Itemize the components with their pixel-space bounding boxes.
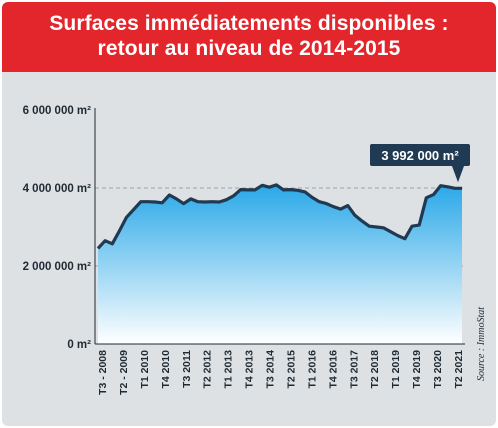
callout-label: 3 992 000 m²	[381, 148, 459, 163]
chart-header: Surfaces immédiatements disponibles : re…	[2, 2, 496, 72]
y-tick-label: 0 m²	[67, 339, 91, 351]
y-tick-label: 6 000 000 m²	[23, 105, 92, 117]
x-tick-label: T3 - 2008	[97, 350, 109, 395]
x-tick-label: T4 2019	[411, 350, 423, 389]
axes	[94, 108, 465, 345]
x-tick-label: T3 2020	[432, 350, 444, 389]
x-tick-label: T2 2015	[285, 350, 297, 389]
x-tick-label: T3 2017	[348, 350, 360, 389]
chart-title-line1: Surfaces immédiatements disponibles :	[49, 12, 449, 35]
callout-box	[370, 144, 470, 166]
y-tick-label: 4 000 000 m²	[23, 183, 92, 195]
x-tick-label: T3 2014	[265, 350, 277, 389]
callout-pointer	[452, 166, 464, 183]
area-series	[96, 183, 462, 344]
x-tick-label: T2 2021	[453, 350, 465, 389]
chart-title-line2: retour au niveau de 2014-2015	[97, 37, 401, 60]
y-tick-label: 2 000 000 m²	[23, 261, 92, 273]
x-tick-label: T2 2012	[202, 350, 214, 389]
x-tick-label: T1 2013	[223, 350, 235, 389]
x-tick-label: T1 2010	[139, 350, 151, 389]
x-tick-label: T4 2016	[327, 350, 339, 389]
x-tick-labels: T3 - 2008 T2 - 2009 T1 2010 T4 2010 T3 2011 T…	[97, 350, 465, 395]
x-tick-label: T2 - 2009	[118, 350, 130, 395]
value-callout: 3 992 000 m²	[370, 144, 470, 183]
x-tick-label: T2 2018	[369, 350, 381, 389]
x-tick-label: T4 2010	[160, 350, 172, 389]
series-line	[96, 183, 462, 250]
x-tick-label: T4 2013	[244, 350, 256, 389]
area-fill	[98, 184, 462, 344]
x-tick-label: T1 2016	[306, 350, 318, 389]
x-tick-label: T3 2011	[181, 350, 193, 388]
source-note: Source : ImmoStat	[476, 307, 487, 381]
y-tick-labels: 0 m² 2 000 000 m² 4 000 000 m² 6 000 000 m²	[23, 105, 92, 351]
x-tick-label: T1 2019	[390, 350, 402, 389]
